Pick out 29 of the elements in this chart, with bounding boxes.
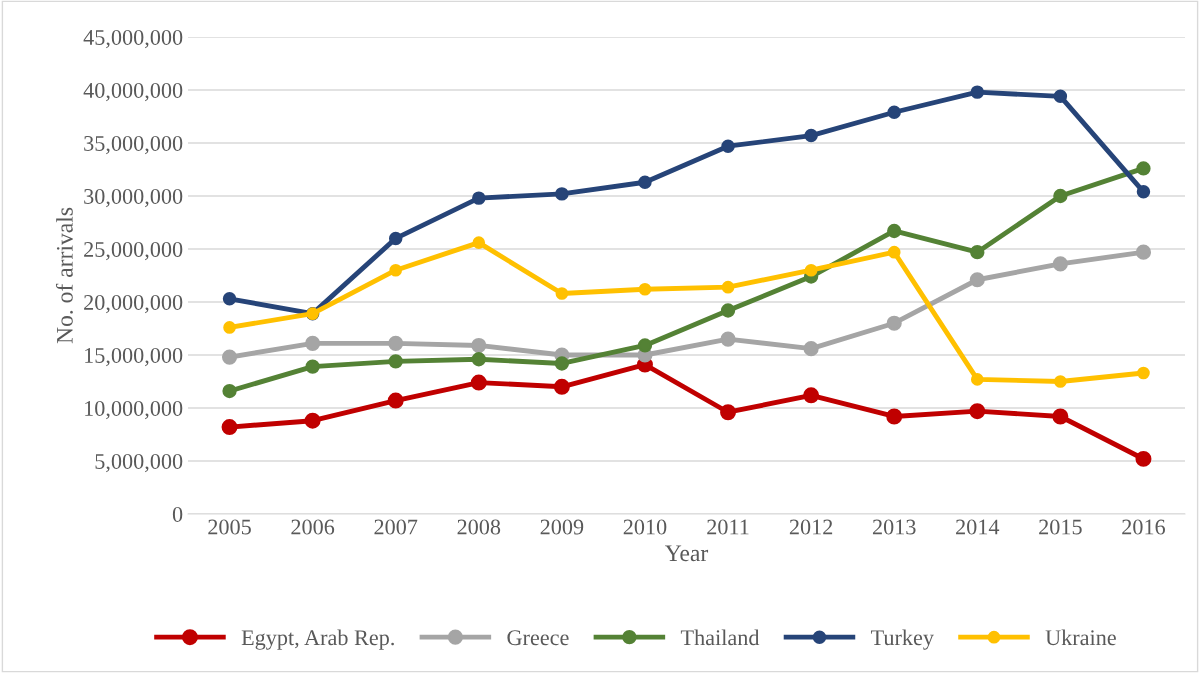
x-tick-label: 2009 xyxy=(540,519,584,535)
y-tick-label: 20,000,000 xyxy=(84,294,183,314)
x-tick-label: 2007 xyxy=(374,519,418,535)
legend-label: Turkey xyxy=(871,629,934,650)
x-tick-label: 2014 xyxy=(956,519,1000,535)
y-tick-label: 45,000,000 xyxy=(83,29,183,49)
y-axis-title: No. of arrivals xyxy=(55,207,73,344)
x-tick-label: 2005 xyxy=(208,519,251,535)
legend-label: Greece xyxy=(507,630,569,646)
y-tick-label: 30,000,000 xyxy=(84,188,183,208)
y-tick-label: 10,000,000 xyxy=(85,400,183,420)
x-tick-label: 2012 xyxy=(789,519,833,535)
y-tick-label: 35,000,000 xyxy=(84,135,183,155)
x-tick-label: 2016 xyxy=(1122,519,1166,535)
legend-label: Ukraine xyxy=(1045,629,1116,646)
y-tick-label: 5,000,000 xyxy=(95,453,183,473)
x-tick-label: 2013 xyxy=(872,519,916,535)
y-tick-label: 25,000,000 xyxy=(84,241,183,261)
y-tick-label: 40,000,000 xyxy=(83,82,183,102)
y-tick-label: 0 xyxy=(172,506,183,522)
x-tick-label: 2015 xyxy=(1039,519,1082,535)
legend-label: Egypt, Arab Rep. xyxy=(241,629,394,650)
y-tick-label: 15,000,000 xyxy=(85,347,183,367)
legend-label: Thailand xyxy=(680,629,760,646)
x-axis-title: Year xyxy=(665,545,709,562)
x-tick-label: 2011 xyxy=(707,519,749,535)
x-tick-label: 2008 xyxy=(457,519,501,535)
x-tick-label: 2006 xyxy=(291,519,335,535)
x-tick-label: 2010 xyxy=(623,519,667,535)
